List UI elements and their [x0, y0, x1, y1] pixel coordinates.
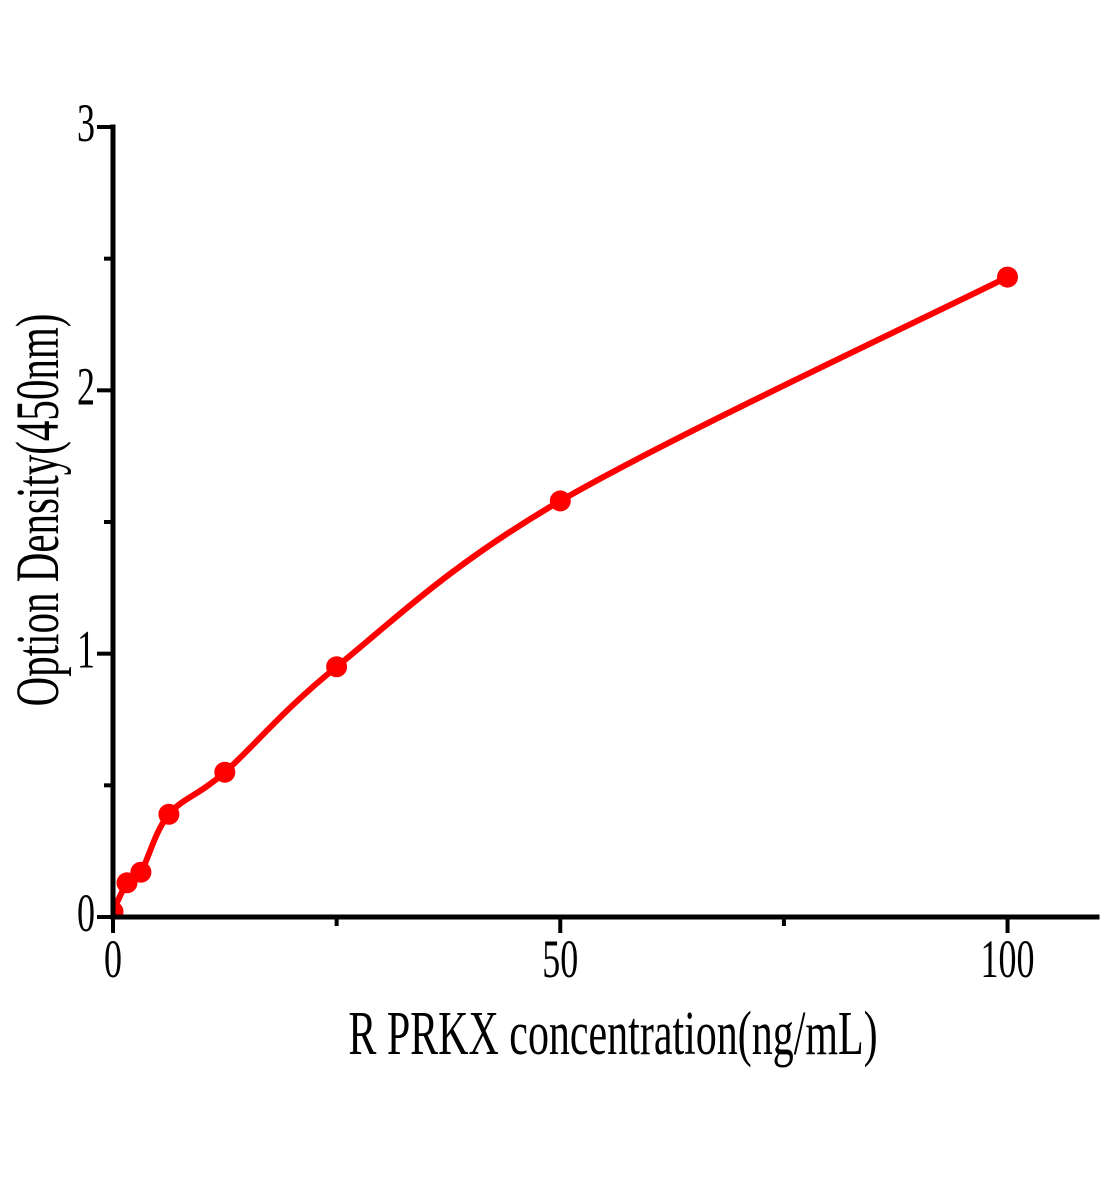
y-axis-title: Option Density(450nm): [4, 314, 72, 707]
y-tick-label: 2: [77, 356, 95, 416]
data-point: [214, 761, 236, 783]
data-points: [113, 266, 1018, 917]
x-tick-label: 50: [542, 929, 578, 989]
data-point: [549, 490, 571, 512]
data-point: [130, 861, 152, 883]
y-tick-label: 1: [77, 619, 95, 679]
tick-marks: [97, 125, 1010, 933]
x-tick-label: 100: [981, 929, 1035, 989]
x-tick-label: 0: [104, 929, 122, 989]
data-point: [158, 803, 180, 825]
data-point: [326, 656, 348, 678]
axes-layer: 0 50 100 0 1 2 3: [77, 93, 1100, 989]
series-layer: [113, 266, 1018, 917]
tick-labels: 0 50 100 0 1 2 3: [77, 93, 1035, 989]
y-tick-label: 0: [77, 883, 95, 943]
data-point: [113, 901, 124, 917]
y-tick-label: 3: [77, 93, 95, 153]
x-axis-title: R PRKX concentration(ng/mL): [348, 998, 877, 1069]
data-point: [997, 266, 1018, 288]
